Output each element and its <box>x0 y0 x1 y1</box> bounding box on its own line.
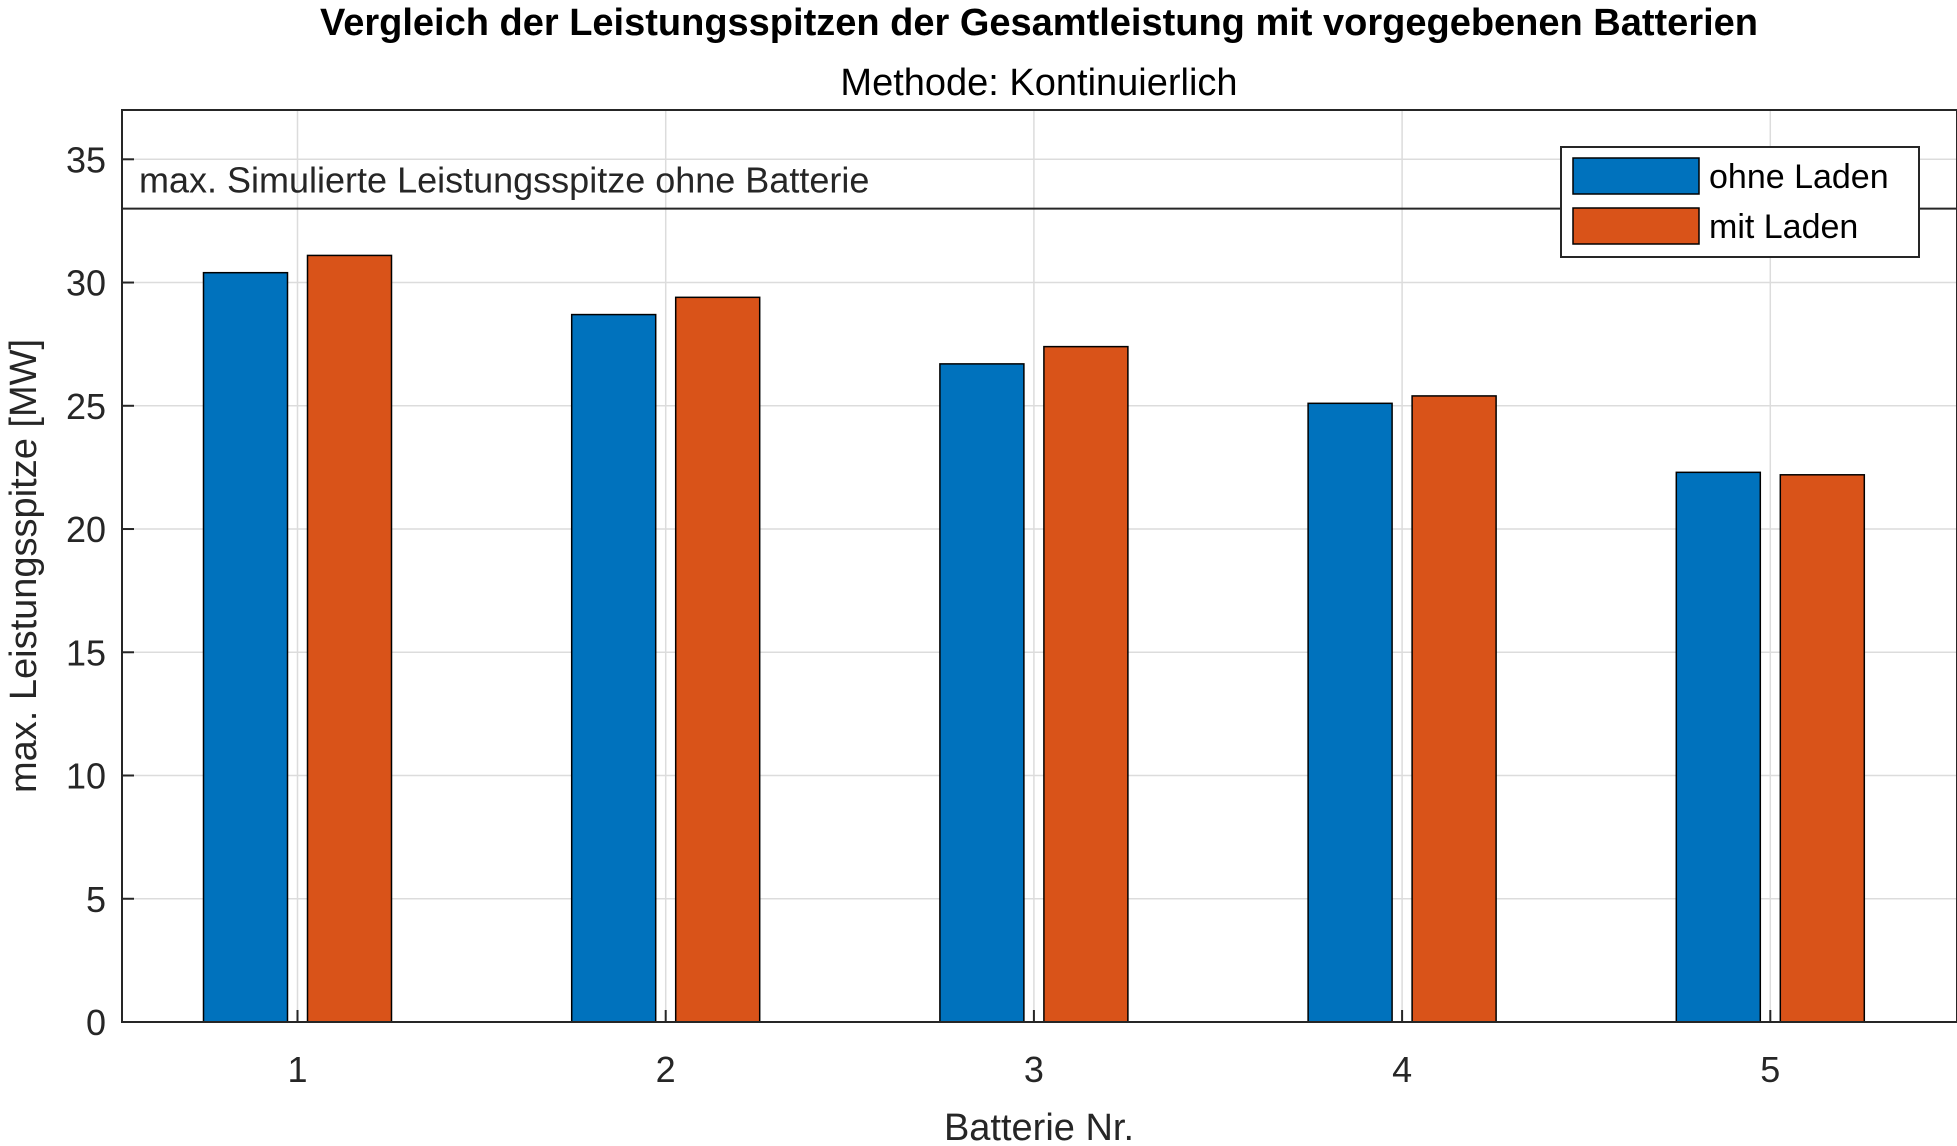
y-tick-label: 15 <box>66 632 106 673</box>
bar-ohne-laden-4 <box>1307 402 1393 1023</box>
y-tick-label: 35 <box>66 139 106 180</box>
legend-swatch-ohne-laden <box>1572 157 1700 195</box>
y-tick-label: 20 <box>66 509 106 550</box>
y-tick-label: 0 <box>86 1002 106 1043</box>
bar-mit-laden-5 <box>1779 474 1866 1023</box>
legend-label-ohne-laden: ohne Laden <box>1709 158 1889 196</box>
plot-frame <box>121 109 1957 1023</box>
y-tick-label: 25 <box>66 386 106 427</box>
y-tick-label: 30 <box>66 263 106 304</box>
y-axis-label: max. Leistungsspitze [MW] <box>3 339 45 793</box>
x-tick-label: 5 <box>1760 1049 1780 1090</box>
bar-ohne-laden-5 <box>1675 471 1762 1023</box>
x-axis-label: Batterie Nr. <box>944 1107 1134 1146</box>
legend-label-mit-laden: mit Laden <box>1709 208 1858 246</box>
bar-ohne-laden-1 <box>202 271 289 1023</box>
bar-ohne-laden-3 <box>939 363 1025 1023</box>
legend: ohne Laden mit Laden <box>1560 146 1920 258</box>
x-tick-label: 4 <box>1392 1049 1412 1090</box>
x-ticks: 1 2 3 4 5 <box>287 1010 1780 1090</box>
legend-swatch-mit-laden <box>1572 207 1700 245</box>
reference-line-label: max. Simulierte Leistungsspitze ohne Bat… <box>139 160 869 201</box>
y-tick-label: 10 <box>66 756 106 797</box>
plot-area <box>122 110 1957 1022</box>
bar-mit-laden-4 <box>1411 395 1497 1023</box>
y-tick-label: 5 <box>86 879 106 920</box>
bars <box>202 254 1866 1023</box>
bar-mit-laden-1 <box>306 254 393 1023</box>
grid <box>122 110 1957 1023</box>
chart-title: Vergleich der Leistungsspitzen der Gesam… <box>320 2 1758 44</box>
chart-subtitle: Methode: Kontinuierlich <box>840 62 1237 104</box>
bar-mit-laden-3 <box>1043 345 1129 1023</box>
x-tick-label: 1 <box>287 1049 307 1090</box>
bar-ohne-laden-2 <box>570 313 657 1023</box>
x-tick-label: 3 <box>1024 1049 1044 1090</box>
x-tick-label: 2 <box>656 1049 676 1090</box>
bar-mit-laden-2 <box>674 296 761 1023</box>
y-ticks: 0 5 10 15 20 25 30 35 <box>66 139 134 1043</box>
